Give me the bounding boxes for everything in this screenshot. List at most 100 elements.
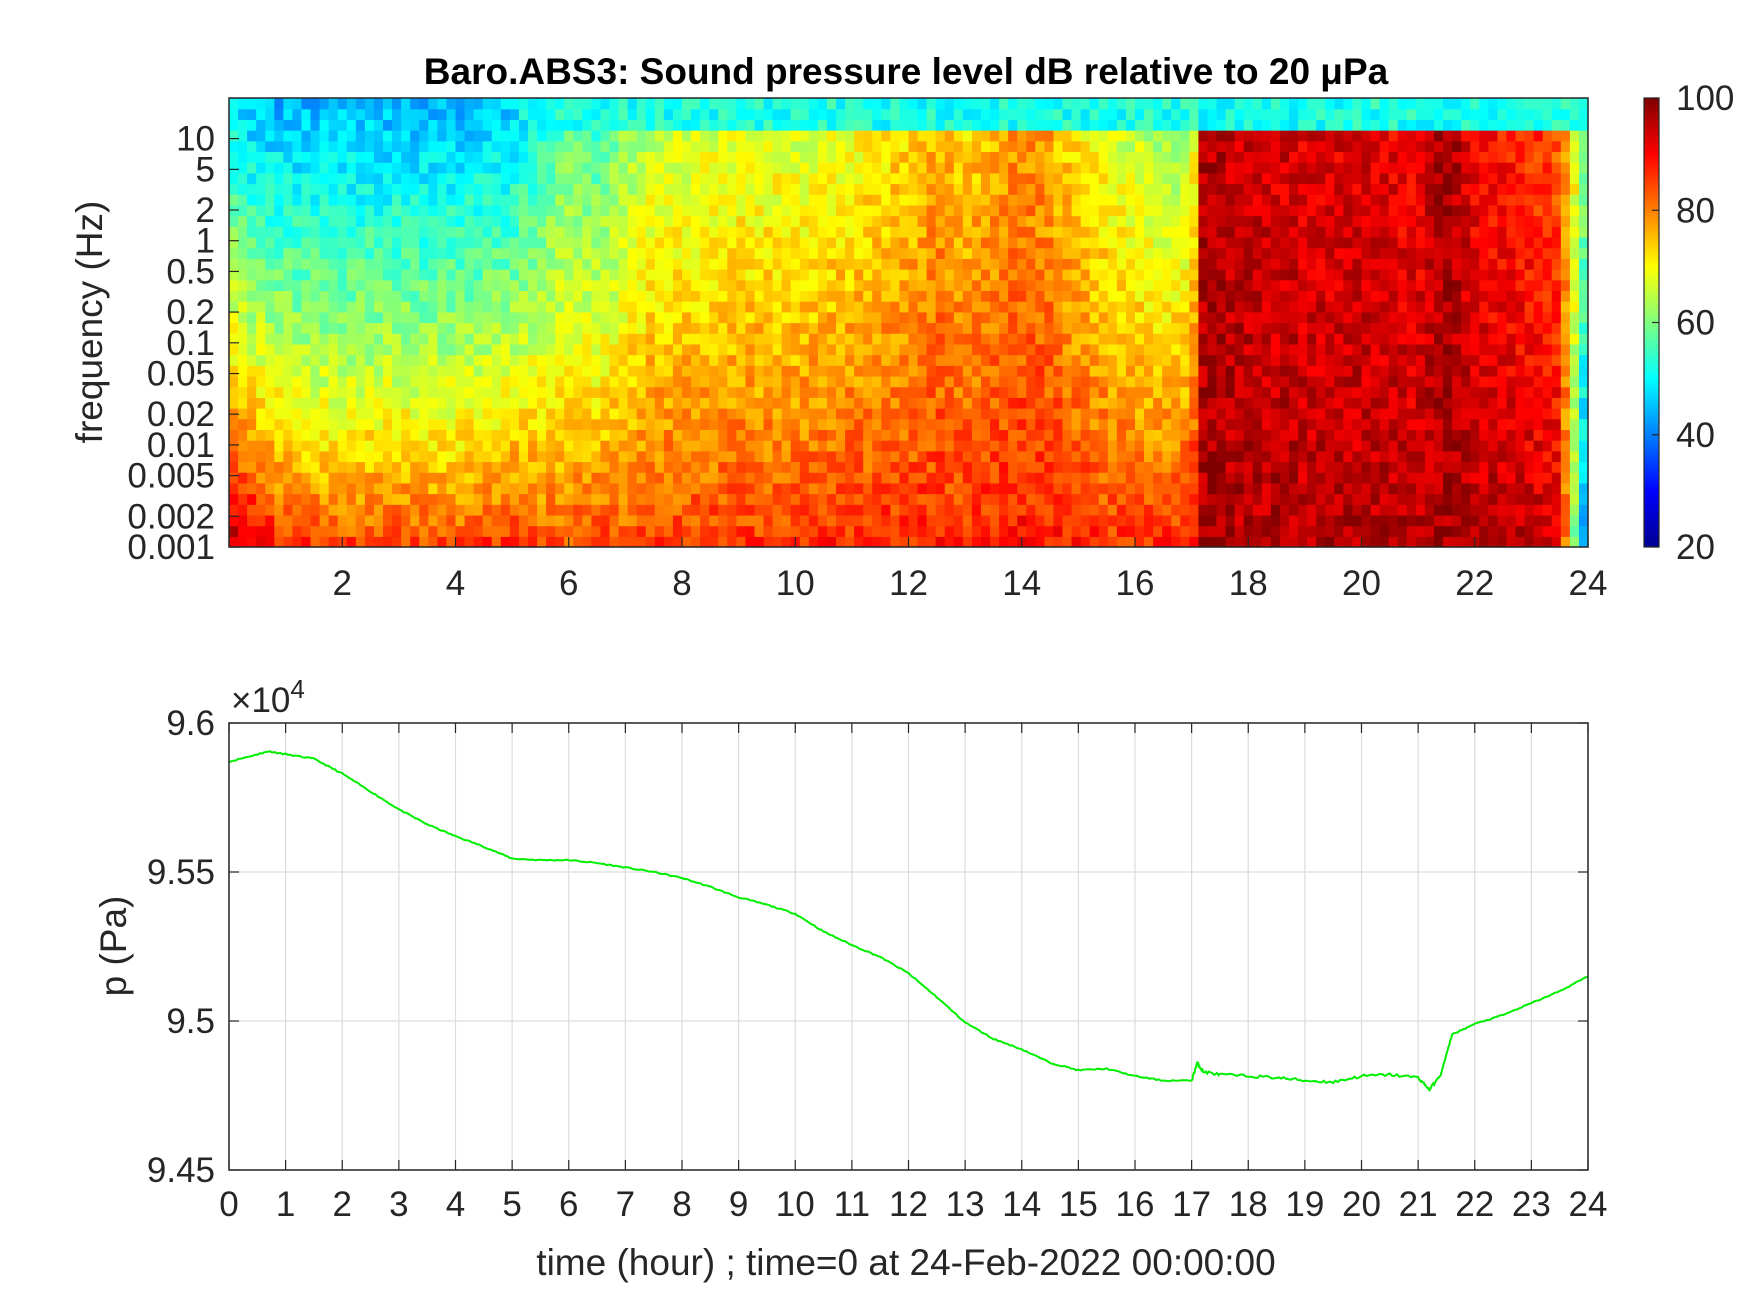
spectrogram-cell — [935, 183, 946, 195]
spectrogram-cell — [1225, 525, 1236, 537]
spectrogram-cell — [700, 204, 710, 217]
spectrogram-cell — [582, 440, 592, 452]
spectrogram-cell — [600, 418, 611, 430]
spectrogram-cell — [600, 183, 611, 195]
spectrogram-cell — [1198, 301, 1209, 313]
spectrogram-cell — [745, 172, 756, 185]
spectrogram-cell — [817, 279, 828, 292]
spectrogram-cell — [836, 450, 846, 463]
spectrogram-cell — [491, 375, 502, 388]
spectrogram-cell — [464, 365, 475, 377]
spectrogram-cell — [944, 354, 955, 366]
spectrogram-cell — [310, 408, 321, 420]
spectrogram-cell — [845, 418, 855, 430]
spectrogram-cell — [944, 258, 955, 270]
spectrogram-cell — [1135, 429, 1145, 441]
spectrogram-cell — [1062, 493, 1073, 505]
spectrogram-cell — [364, 172, 375, 185]
spectrogram-cell — [1098, 333, 1109, 345]
spectrogram-cell — [265, 247, 275, 259]
spectrogram-cell — [247, 194, 257, 206]
spectrogram-cell — [1044, 130, 1055, 142]
spectrogram-cell — [845, 504, 855, 516]
spectrogram-cell — [319, 301, 330, 313]
spectrogram-cell — [1044, 247, 1055, 259]
spectrogram-cell — [482, 247, 493, 259]
spectrogram-cell — [999, 408, 1009, 420]
spectrogram-cell — [917, 472, 928, 484]
spectrogram-cell — [1298, 151, 1308, 163]
spectrogram-cell — [1116, 247, 1127, 259]
spectrogram-cell — [1017, 354, 1027, 366]
spectrogram-cell — [1008, 504, 1018, 516]
spectrogram-cell — [772, 386, 783, 398]
spectrogram-cell — [1298, 504, 1308, 516]
spectrogram-cell — [1080, 140, 1091, 153]
spectrogram-cell — [401, 226, 411, 238]
spectrogram-cell — [727, 140, 737, 153]
spectrogram-cell — [328, 98, 339, 110]
spectrogram-cell — [473, 429, 484, 441]
spectrogram-cell — [482, 119, 493, 131]
spectrogram-cell — [654, 204, 665, 217]
spectrogram-cell — [564, 98, 574, 110]
spectrogram-cell — [727, 311, 737, 324]
spectrogram-cell — [364, 408, 375, 420]
spectrogram-cell — [546, 269, 556, 281]
spectrogram-cell — [256, 119, 266, 131]
spectrogram-cell — [709, 461, 719, 473]
spectrogram-cell — [383, 472, 393, 484]
spectrogram-cell — [971, 98, 982, 110]
spectrogram-cell — [437, 236, 448, 249]
spectrogram-cell — [555, 236, 565, 249]
spectrogram-cell — [944, 151, 955, 163]
spectrogram-cell — [990, 536, 1000, 548]
spectrogram-cell — [826, 472, 837, 484]
spectrogram-cell — [1207, 269, 1218, 281]
spectrogram-cell — [573, 440, 583, 452]
spectrogram-cell — [935, 204, 946, 217]
spectrogram-cell — [1044, 269, 1055, 281]
spectrogram-cell — [600, 514, 611, 527]
spectrogram-cell — [373, 226, 384, 238]
spectrogram-cell — [428, 301, 438, 313]
spectrogram-cell — [1207, 301, 1218, 313]
spectrogram-cell — [917, 450, 928, 463]
spectrogram-cell — [473, 108, 484, 120]
spectrogram-cell — [645, 429, 656, 441]
spectrogram-cell — [464, 354, 475, 366]
spectrogram-cell — [546, 440, 556, 452]
spectrogram-cell — [1162, 365, 1172, 377]
spectrogram-cell — [980, 472, 991, 484]
spectrogram-cell — [1261, 440, 1272, 452]
spectrogram-cell — [1080, 311, 1091, 324]
spectrogram-cell — [663, 365, 674, 377]
spectrogram-cell — [736, 162, 747, 174]
spectrogram-cell — [518, 440, 529, 452]
spectrogram-cell — [537, 375, 547, 388]
spectrogram-cell — [772, 140, 783, 153]
spectrogram-cell — [1026, 354, 1036, 366]
spectrogram-cell — [944, 536, 955, 548]
spectrogram-cell — [971, 375, 982, 388]
spectrogram-cell — [1162, 504, 1172, 516]
spectrogram-cell — [781, 536, 792, 548]
spectrogram-cell — [1044, 226, 1055, 238]
spectrogram-cell — [229, 461, 239, 473]
spectrogram-cell — [537, 172, 547, 185]
spectrogram-cell — [373, 162, 384, 174]
spectrogram-cell — [863, 450, 873, 463]
spectrogram-cell — [1234, 279, 1245, 292]
spectrogram-cell — [509, 482, 520, 495]
spectrogram-cell — [980, 108, 991, 120]
spectrogram-cell — [826, 514, 837, 527]
spectrogram-cell — [518, 151, 529, 163]
spectrogram-cell — [944, 162, 955, 174]
spectrogram-cell — [763, 343, 774, 356]
spectrogram-cell — [654, 226, 665, 238]
spectrogram-cell — [1098, 429, 1109, 441]
spectrogram-cell — [265, 440, 275, 452]
spectrogram-cell — [500, 172, 511, 185]
spectrogram-cell — [899, 429, 910, 441]
spectrogram-cell — [926, 215, 937, 227]
